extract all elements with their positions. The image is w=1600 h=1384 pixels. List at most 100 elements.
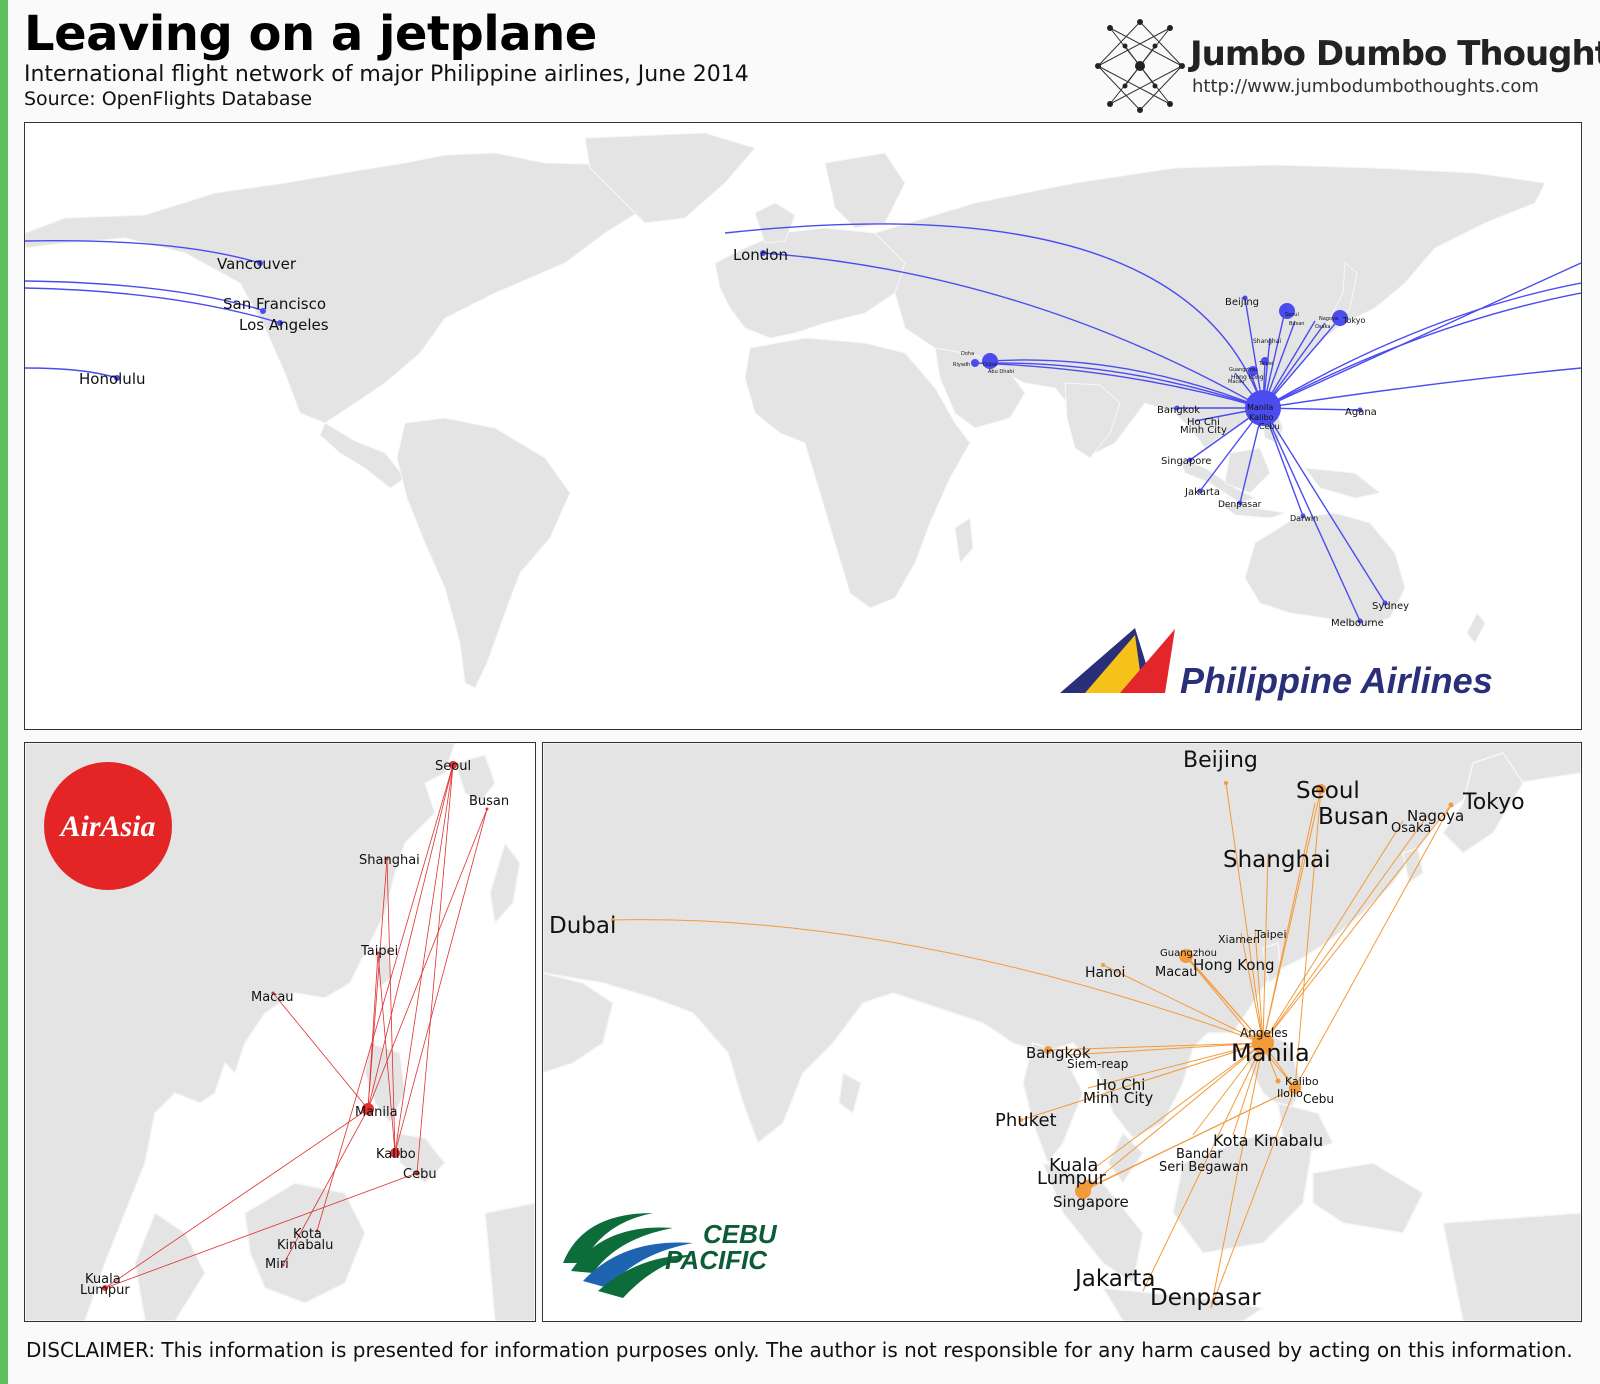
manila-node	[1245, 390, 1281, 426]
label-shanghai: Shanghai	[359, 853, 420, 868]
label-osaka: Osaka	[1315, 324, 1330, 330]
pal-routes	[25, 223, 1581, 622]
label-iloilo: Iloilo	[1277, 1087, 1303, 1100]
brand-name: Jumbo Dumbo Thoughts	[1190, 34, 1600, 74]
label-taipei: Taipei	[1258, 361, 1273, 367]
airasia-labels: Seoul Busan Shanghai Taipei Macau Manila…	[80, 759, 509, 1298]
cebu-logo-line2: PACIFIC	[665, 1245, 768, 1275]
label-kalibo: Kalibo	[1285, 1075, 1319, 1088]
label-nagoya: Nagoya	[1407, 807, 1464, 825]
label-agana: Agana	[1345, 407, 1377, 418]
label-manila: Manila	[355, 1105, 398, 1120]
cebu-airports	[611, 781, 1454, 1199]
label-singapore: Singapore	[1053, 1193, 1129, 1211]
label-sydney: Sydney	[1372, 601, 1409, 612]
label-guangzhou: Guangzhou	[1160, 948, 1217, 959]
label-guangzhou: Guangzhou	[1229, 367, 1257, 373]
label-hongkong: Hong Kong	[1193, 956, 1275, 974]
label-kinabalu: Kinabalu	[277, 1238, 333, 1253]
label-tokyo: Tokyo	[1462, 790, 1525, 815]
page-subtitle: International flight network of major Ph…	[24, 62, 749, 87]
label-cebu: Cebu	[1303, 1092, 1334, 1106]
label-melbourne: Melbourne	[1331, 618, 1384, 629]
label-macau: Macau	[1228, 379, 1244, 385]
label-kotakinabalu: Kota Kinabalu	[1213, 1131, 1323, 1150]
label-macau: Macau	[251, 990, 294, 1005]
label-cebu: Cebu	[403, 1167, 437, 1182]
airasia-logo-text: AirAsia	[58, 810, 155, 843]
label-taipei: Taipei	[360, 944, 398, 959]
source-note: Source: OpenFlights Database	[24, 88, 313, 110]
label-seribegawan: Seri Begawan	[1159, 1160, 1248, 1175]
label-kalibo: Kalibo	[376, 1147, 416, 1162]
label-riyadh: Riyadh	[953, 362, 970, 368]
asia-landmass	[25, 743, 535, 1321]
label-minhcity: Minh City	[1083, 1089, 1153, 1107]
label-doha: Doha	[961, 351, 974, 357]
label-osaka: Osaka	[1391, 821, 1431, 836]
left-accent-bar	[0, 0, 8, 1384]
pal-labels-small: Beijing Tokyo Manila Kalibo Cebu Agana B…	[953, 297, 1409, 629]
label-xiamen: Xiamen	[1218, 933, 1260, 946]
label-beijing: Beijing	[1225, 297, 1259, 308]
label-kuala: Kuala	[1049, 1155, 1098, 1176]
label-kalibo: Kalibo	[1249, 413, 1274, 422]
label-minhcity: Minh City	[1180, 425, 1227, 436]
cebu-routes	[612, 782, 1452, 1309]
label-siemreap: Siem-reap	[1067, 1057, 1128, 1071]
label-sanfrancisco: San Francisco	[223, 295, 326, 313]
label-tokyo: Tokyo	[1342, 316, 1366, 325]
label-honolulu: Honolulu	[79, 370, 146, 388]
label-shanghai: Shanghai	[1223, 847, 1331, 873]
disclaimer: DISCLAIMER: This information is presente…	[26, 1338, 1573, 1362]
world-landmass	[25, 132, 1546, 689]
page-title: Leaving on a jetplane	[24, 6, 597, 62]
pal-labels: Vancouver San Francisco Los Angeles Hono…	[79, 246, 788, 388]
label-cebu: Cebu	[1259, 422, 1280, 431]
label-seoul: Seoul	[1296, 778, 1360, 804]
cebu-pacific-map: Beijing Seoul Busan Tokyo Nagoya Osaka S…	[542, 742, 1582, 1322]
label-kuala: Kuala	[85, 1272, 121, 1287]
label-darwin: Darwin	[1290, 514, 1318, 523]
philippine-airlines-map: Vancouver San Francisco Los Angeles Hono…	[24, 122, 1582, 730]
label-seoul: Seoul	[435, 759, 471, 774]
label-dubai: Dubai	[983, 362, 998, 368]
label-hochi: Ho Chi	[1096, 1076, 1145, 1094]
label-nagoya: Nagoya	[1319, 316, 1338, 322]
label-phuket: Phuket	[995, 1110, 1057, 1131]
network-logo-icon	[1095, 19, 1185, 113]
label-vancouver: Vancouver	[217, 255, 297, 273]
cebu-logo-line1: CEBU	[703, 1219, 778, 1249]
label-hongkong: Hong Kong	[1231, 374, 1264, 381]
cebu-labels: Beijing Seoul Busan Tokyo Nagoya Osaka S…	[549, 748, 1525, 1311]
label-bandar: Bandar	[1176, 1147, 1223, 1162]
label-denpasar: Denpasar	[1150, 1285, 1261, 1311]
label-bangkok: Bangkok	[1157, 405, 1200, 416]
label-macau: Macau	[1155, 965, 1198, 980]
label-dubai: Dubai	[549, 913, 616, 939]
label-angeles: Angeles	[1240, 1026, 1288, 1040]
manila-node	[1252, 1032, 1274, 1054]
cebu-pacific-logo: CEBU PACIFIC	[563, 1213, 778, 1298]
label-taipei: Taipei	[1254, 928, 1287, 941]
label-shanghai: Shanghai	[1253, 338, 1281, 345]
airasia-routes	[104, 764, 488, 1289]
label-busan: Busan	[1318, 804, 1389, 830]
label-kota: Kota	[293, 1227, 322, 1242]
label-bangkok: Bangkok	[1026, 1044, 1091, 1062]
label-london: London	[733, 246, 788, 264]
label-hochi: Ho Chi	[1187, 417, 1220, 428]
label-lumpur: Lumpur	[80, 1283, 130, 1298]
airasia-logo: AirAsia	[44, 762, 172, 890]
label-busan: Busan	[1289, 321, 1304, 327]
label-jakarta: Jakarta	[1184, 487, 1220, 498]
label-manila: Manila	[1247, 403, 1273, 412]
airasia-airports	[102, 761, 489, 1291]
label-abudhabi: Abu Dhabi	[988, 369, 1014, 375]
label-manila: Manila	[1231, 1039, 1310, 1067]
label-jakarta: Jakarta	[1073, 1266, 1155, 1292]
label-losangeles: Los Angeles	[239, 316, 329, 334]
pal-logo-text: Philippine Airlines	[1180, 660, 1493, 701]
label-singapore: Singapore	[1161, 456, 1211, 467]
label-denpasar: Denpasar	[1218, 500, 1262, 510]
